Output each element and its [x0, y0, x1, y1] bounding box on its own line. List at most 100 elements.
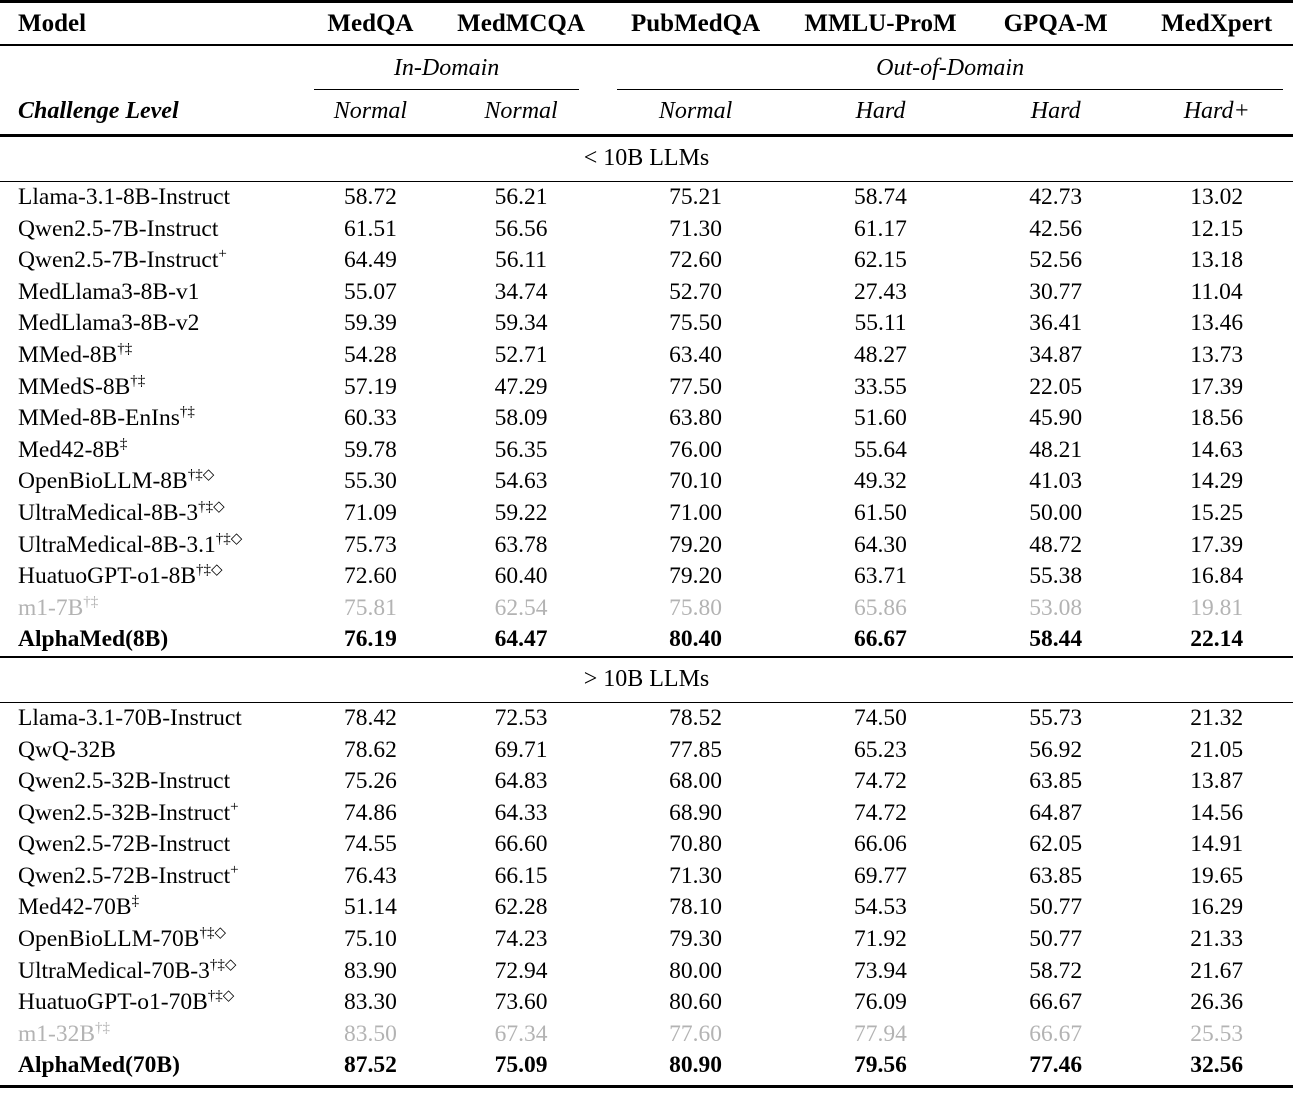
table-row: m1-7B†‡ 75.81 62.54 75.80 65.86 53.08 19.81 [0, 593, 1293, 625]
score-value: 74.72 [854, 768, 907, 795]
score-value: 72.53 [494, 704, 548, 731]
score-value: 47.29 [494, 373, 548, 400]
score-value: 56.21 [494, 184, 548, 210]
score-value: 21.67 [1190, 957, 1244, 984]
score-value: 58.72 [343, 184, 397, 210]
challenge-level-medxpert: Hard+ [1140, 90, 1293, 137]
challenge-level-medmcqa: Normal [440, 90, 602, 137]
model-name: MedLlama3-8B-v1 [18, 278, 200, 305]
table-row: Qwen2.5-72B-Instruct 74.55 66.60 70.80 66.06… [0, 829, 1293, 861]
score-value: 71.30 [669, 862, 723, 889]
score-value: 71.92 [854, 926, 907, 953]
table-row: MMedS-8B†‡ 57.19 47.29 77.50 33.55 22.05 17.39 [0, 372, 1293, 404]
column-header-gpqa-m: GPQA-M [971, 1, 1141, 46]
score-value: 14.63 [1190, 436, 1244, 463]
score-value: 64.47 [440, 624, 602, 658]
score-value: 48.27 [854, 341, 907, 368]
table-row: HuatuoGPT-o1-70B†‡◇ 83.30 73.60 80.60 76.09 6… [0, 987, 1293, 1019]
score-value: 61.17 [854, 215, 907, 242]
table-row: OpenBioLLM-70B†‡◇ 75.10 74.23 79.30 71.92 50.… [0, 924, 1293, 956]
model-name: HuatuoGPT-o1-70B†‡◇ [18, 988, 235, 1016]
domain-row-spacer [0, 45, 300, 90]
score-value: 15.25 [1190, 499, 1244, 526]
score-value: 62.28 [494, 894, 548, 921]
model-superscript: + [230, 798, 239, 815]
score-value: 58.72 [1029, 957, 1083, 984]
model-superscript: †‡ [130, 372, 146, 389]
model-name: AlphaMed(70B) [0, 1050, 300, 1089]
score-value: 13.18 [1190, 247, 1244, 274]
score-value: 72.60 [343, 563, 397, 590]
score-value: 56.92 [1029, 736, 1083, 763]
score-value: 79.20 [669, 563, 723, 590]
table-row: Med42-8B‡ 59.78 56.35 76.00 55.64 48.21 14.63 [0, 435, 1293, 467]
model-name: Qwen2.5-32B-Instruct [18, 768, 231, 795]
challenge-level-row: Challenge Level Normal Normal Normal Har… [0, 90, 1293, 137]
score-value: 74.23 [494, 926, 548, 953]
score-value: 77.94 [854, 1020, 907, 1047]
section-header-row: > 10B LLMs [0, 656, 1293, 703]
model-name: MMedS-8B†‡ [18, 372, 146, 400]
table-row: QwQ-32B 78.62 69.71 77.85 65.23 56.92 21.05 [0, 735, 1293, 767]
table-row: Qwen2.5-72B-Instruct+ 76.43 66.15 71.30 69.7… [0, 861, 1293, 893]
table-row: Qwen2.5-32B-Instruct 75.26 64.83 68.00 74.72… [0, 766, 1293, 798]
challenge-level-medqa: Normal [299, 90, 441, 137]
score-value: 74.72 [854, 799, 907, 826]
score-value: 55.30 [343, 468, 397, 495]
score-value: 65.23 [854, 736, 907, 763]
score-value: 62.54 [494, 594, 548, 621]
score-value: 55.38 [1029, 563, 1083, 590]
score-value: 76.00 [669, 436, 723, 463]
table-row: AlphaMed(8B) 76.19 64.47 80.40 66.67 58.44 22.… [0, 624, 1293, 658]
in-domain-label: In-Domain [313, 55, 580, 90]
model-name: MMed-8B-EnIns†‡ [18, 404, 195, 432]
score-value: 75.26 [343, 768, 397, 795]
score-value: 27.43 [854, 278, 907, 305]
score-value: 79.20 [669, 531, 723, 558]
model-name: Llama-3.1-8B-Instruct [18, 184, 231, 210]
score-value: 11.04 [1190, 278, 1243, 305]
score-value: 60.33 [343, 405, 397, 432]
score-value: 50.00 [1029, 499, 1083, 526]
model-superscript: †‡ [179, 404, 195, 421]
score-value: 57.19 [343, 373, 397, 400]
score-value: 77.50 [669, 373, 723, 400]
score-value: 83.50 [343, 1020, 397, 1047]
score-value: 59.78 [343, 436, 397, 463]
model-name: Qwen2.5-72B-Instruct [18, 831, 231, 858]
score-value: 18.56 [1190, 405, 1244, 432]
model-superscript: + [230, 862, 239, 879]
score-value: 51.60 [854, 405, 907, 432]
score-value: 45.90 [1029, 405, 1083, 432]
score-value: 74.50 [854, 704, 907, 731]
score-value: 69.77 [854, 862, 907, 889]
model-superscript: †‡◇ [207, 988, 235, 1005]
score-value: 17.39 [1190, 531, 1244, 558]
score-value: 21.05 [1190, 736, 1244, 763]
score-value: 56.11 [495, 247, 548, 274]
column-header-model: Model [0, 1, 300, 46]
model-name: m1-32B†‡ [18, 1020, 111, 1047]
score-value: 22.14 [1140, 624, 1293, 658]
score-value: 58.74 [854, 184, 907, 210]
model-superscript: †‡◇ [199, 925, 227, 942]
score-value: 59.39 [343, 310, 397, 337]
score-value: 75.73 [343, 531, 397, 558]
model-name: Qwen2.5-7B-Instruct+ [18, 246, 227, 274]
score-value: 60.40 [494, 563, 548, 590]
score-value: 77.46 [971, 1050, 1141, 1089]
model-name: OpenBioLLM-8B†‡◇ [18, 467, 215, 495]
table-row: Qwen2.5-7B-Instruct+ 64.49 56.11 72.60 62.15… [0, 245, 1293, 277]
model-name: UltraMedical-8B-3.1†‡◇ [18, 530, 243, 558]
score-value: 80.60 [669, 989, 723, 1016]
score-value: 75.81 [343, 594, 397, 621]
score-value: 78.52 [669, 704, 723, 731]
score-value: 14.29 [1190, 468, 1244, 495]
score-value: 77.60 [669, 1020, 723, 1047]
out-of-domain-group: Out-of-Domain [601, 45, 1293, 90]
score-value: 59.22 [494, 499, 548, 526]
model-name: UltraMedical-70B-3†‡◇ [18, 956, 237, 984]
score-value: 16.29 [1190, 894, 1244, 921]
table-row: Qwen2.5-7B-Instruct 61.51 56.56 71.30 61.17 4… [0, 214, 1293, 246]
